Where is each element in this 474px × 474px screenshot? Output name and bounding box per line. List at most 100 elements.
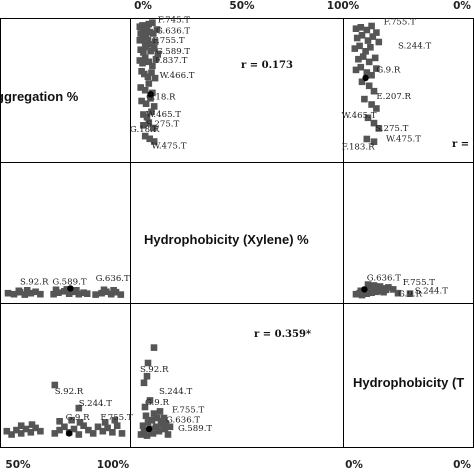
data-point xyxy=(99,427,107,435)
data-point xyxy=(363,135,371,143)
data-point xyxy=(32,424,39,432)
data-point xyxy=(359,53,367,60)
data-point xyxy=(13,426,20,434)
panel-aggregation-vs-toluene: F.755.T S.244.T G.9.R E.207.R W.465.T S.275.T… xyxy=(342,18,432,153)
highlight-point xyxy=(145,425,153,433)
data-point xyxy=(364,114,372,122)
data-point xyxy=(150,138,158,145)
point-label: F.755.T xyxy=(100,413,132,423)
highlight-point xyxy=(66,430,73,437)
point-label: G.636.T xyxy=(367,274,401,284)
data-point xyxy=(147,47,154,55)
data-point xyxy=(140,427,148,435)
data-point xyxy=(75,404,83,412)
point-label: G.18.R xyxy=(130,125,160,135)
data-point xyxy=(75,290,83,298)
data-point xyxy=(352,290,360,298)
top-tick-100pct: 100% xyxy=(327,0,360,12)
data-point xyxy=(142,31,150,39)
data-point xyxy=(100,286,108,294)
data-point xyxy=(150,344,158,351)
data-point xyxy=(144,37,152,44)
data-point xyxy=(150,45,158,52)
point-label: G.9.R xyxy=(376,66,400,76)
r-aggregation-xylene: r = 0.173 xyxy=(241,60,293,71)
data-point xyxy=(150,103,158,110)
point-label: F.745.T xyxy=(158,16,190,26)
data-point xyxy=(150,410,158,417)
data-point xyxy=(89,430,97,437)
data-point xyxy=(380,288,387,296)
data-point xyxy=(394,289,402,297)
data-point xyxy=(143,432,151,439)
data-point xyxy=(161,425,169,433)
data-point xyxy=(145,58,153,66)
point-label: S.92.R xyxy=(20,278,49,288)
data-point xyxy=(111,416,119,424)
panel-xylene-vs-aggregation: S.92.R G.589.T G.636.T xyxy=(4,274,130,298)
bottom-tick-100pct: 100% xyxy=(97,459,130,471)
data-point xyxy=(351,45,359,52)
data-point xyxy=(139,59,146,67)
data-point xyxy=(373,65,380,72)
data-point xyxy=(143,372,151,380)
data-point xyxy=(376,283,384,290)
data-point xyxy=(27,289,35,297)
data-point xyxy=(141,70,148,78)
point-label: G.636.T xyxy=(156,27,190,37)
data-point xyxy=(140,49,147,56)
panel-toluene-vs-aggregation: S.92.R S.244.T G.9.R F.755.T xyxy=(3,381,133,438)
data-point xyxy=(156,408,164,415)
highlight-point xyxy=(147,91,154,98)
data-point xyxy=(151,74,159,82)
data-point xyxy=(358,32,366,39)
data-point xyxy=(149,62,156,70)
data-point xyxy=(357,63,365,71)
data-point xyxy=(357,24,365,31)
data-point xyxy=(139,422,147,429)
data-point xyxy=(8,431,15,438)
data-point xyxy=(370,119,378,127)
data-point xyxy=(148,41,155,48)
data-point xyxy=(3,427,11,435)
point-label: W.466.T xyxy=(160,71,195,81)
r-xylene-toluene: r = 0.359* xyxy=(254,329,312,340)
data-point xyxy=(364,37,372,44)
label-aggregation: ggregation % xyxy=(0,89,79,104)
data-point xyxy=(32,288,39,296)
data-point xyxy=(150,30,157,37)
data-point xyxy=(369,33,377,40)
data-point xyxy=(352,25,360,32)
data-point xyxy=(152,423,160,431)
data-point xyxy=(15,287,23,295)
point-label: S.244.T xyxy=(79,399,112,409)
data-point xyxy=(22,425,30,433)
data-point xyxy=(139,35,146,43)
point-label: F.755.T xyxy=(384,18,416,28)
data-point xyxy=(17,430,25,437)
point-label: G.18.R xyxy=(146,93,176,103)
data-point xyxy=(352,66,360,74)
data-point xyxy=(113,422,121,429)
data-point xyxy=(146,397,154,404)
point-label: F.755.T xyxy=(403,278,435,288)
data-point xyxy=(148,108,155,116)
panel-xylene-vs-toluene: G.636.T F.755.TS.244.TG.9.R xyxy=(352,274,448,300)
data-point xyxy=(368,22,375,30)
data-point xyxy=(373,29,380,36)
data-point xyxy=(358,78,366,86)
data-point xyxy=(51,381,59,389)
data-point xyxy=(144,73,152,80)
data-point xyxy=(355,55,362,63)
data-point xyxy=(28,421,36,428)
data-point xyxy=(68,416,75,424)
data-point xyxy=(373,105,380,112)
data-point xyxy=(368,101,375,108)
data-point xyxy=(147,95,154,102)
data-point xyxy=(37,427,44,435)
data-point xyxy=(137,84,144,91)
data-point xyxy=(140,122,147,129)
data-point xyxy=(363,26,371,34)
panel-toluene-vs-xylene: S.92.R S.244.TG.9.RF.755.TG.636.TG.589.T xyxy=(137,344,212,439)
